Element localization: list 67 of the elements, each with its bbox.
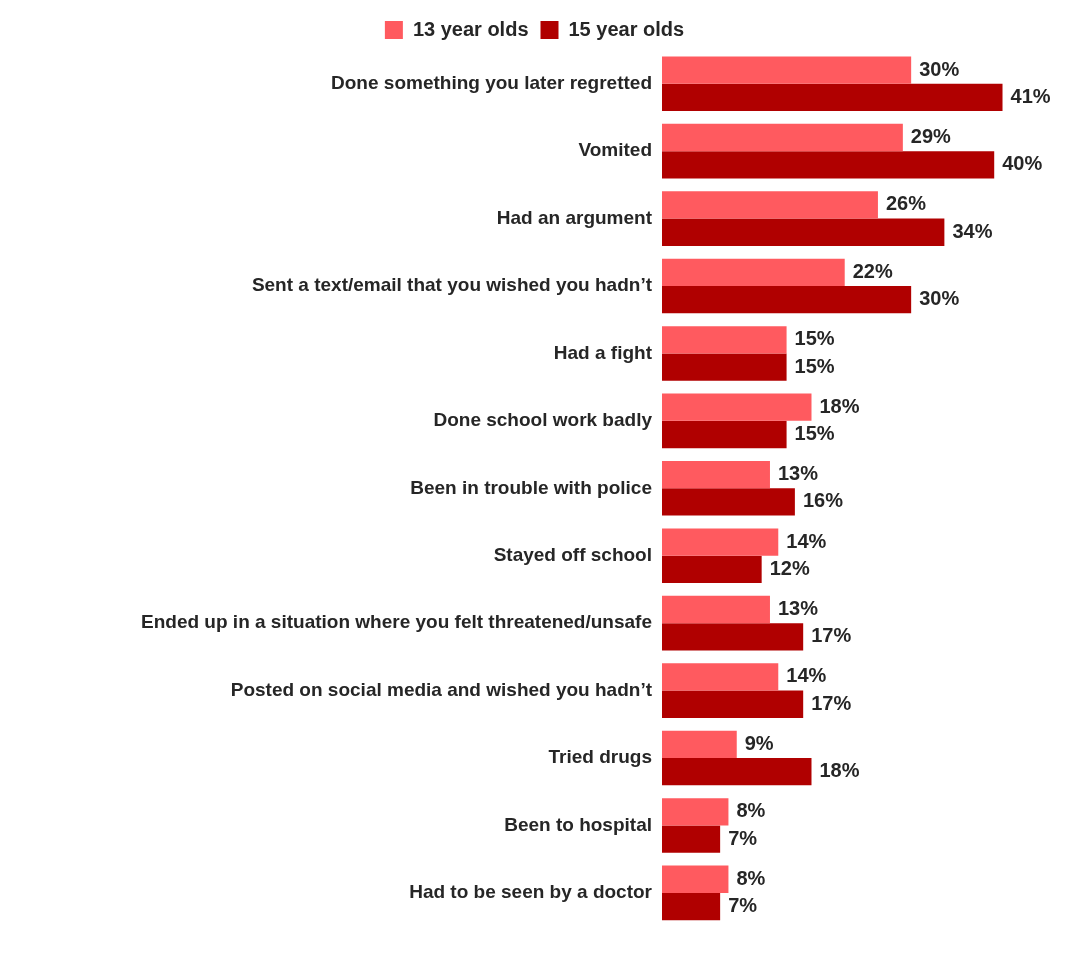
y-tick-label: Had an argument [496, 206, 653, 228]
data-label: 30% [919, 57, 960, 80]
bar [662, 460, 770, 489]
bar [662, 798, 729, 826]
bar [662, 420, 787, 449]
data-label: 13% [777, 462, 819, 485]
data-label: 8% [736, 799, 766, 822]
bar [662, 151, 995, 179]
y-tick-label: Tried drugs [548, 746, 652, 768]
y-tick-label: Vomited [578, 139, 652, 161]
data-label: 18% [819, 759, 860, 782]
data-label: 26% [885, 192, 927, 215]
data-label: 7% [728, 826, 758, 849]
data-label: 15% [794, 327, 835, 350]
data-label: 41% [1010, 84, 1051, 107]
data-label: 30% [919, 287, 960, 310]
bar [662, 286, 912, 314]
data-label: 34% [952, 219, 993, 242]
bar [662, 555, 762, 584]
bar [662, 123, 903, 152]
bar [662, 488, 795, 516]
y-tick-label: Posted on social media and wished you hadn’t [230, 678, 653, 700]
bar [662, 56, 912, 84]
data-label: 22% [852, 259, 893, 282]
data-label: 17% [811, 624, 852, 647]
data-label: 18% [819, 394, 860, 417]
bar [662, 865, 729, 893]
bar [662, 258, 845, 287]
data-label: 40% [1002, 152, 1043, 175]
data-label: 13% [777, 597, 819, 620]
bar [662, 83, 1003, 112]
bar [662, 326, 787, 354]
bar [662, 595, 770, 624]
bar [662, 690, 804, 718]
data-label: 15% [794, 354, 835, 377]
y-tick-label: Been in trouble with police [410, 476, 652, 498]
data-label: 9% [744, 731, 774, 754]
y-tick-label: Ended up in a situation where you felt threatened/unsafe [141, 611, 652, 633]
y-tick-label: Been to hospital [504, 813, 652, 835]
bar [662, 191, 878, 219]
bar [662, 218, 945, 246]
y-tick-label: Done school work badly [433, 409, 653, 431]
y-tick-label: Stayed off school [493, 543, 652, 565]
data-label: 15% [794, 422, 835, 445]
data-label: 7% [728, 894, 758, 917]
bar [662, 892, 721, 921]
legend-label: 15 year olds [568, 17, 685, 40]
data-label: 8% [736, 866, 766, 889]
bar [662, 730, 737, 759]
bar [662, 663, 779, 691]
y-tick-label: Done something you later regretted [331, 71, 652, 93]
y-tick-label: Had a fight [553, 341, 653, 363]
data-label: 14% [786, 664, 827, 687]
bar [662, 393, 812, 421]
data-label: 14% [786, 529, 827, 552]
y-tick-label: Sent a text/email that you wished you hadn’t [251, 274, 653, 296]
bar [662, 825, 721, 853]
bar [662, 623, 804, 651]
data-label: 12% [769, 556, 810, 579]
bar [662, 528, 779, 556]
bar [662, 353, 787, 381]
legend-label: 13 year olds [412, 17, 529, 40]
data-label: 29% [910, 125, 952, 148]
data-label: 16% [802, 489, 844, 512]
bar [662, 758, 812, 786]
y-tick-label: Had to be seen by a doctor [409, 881, 653, 903]
data-label: 17% [811, 691, 852, 714]
